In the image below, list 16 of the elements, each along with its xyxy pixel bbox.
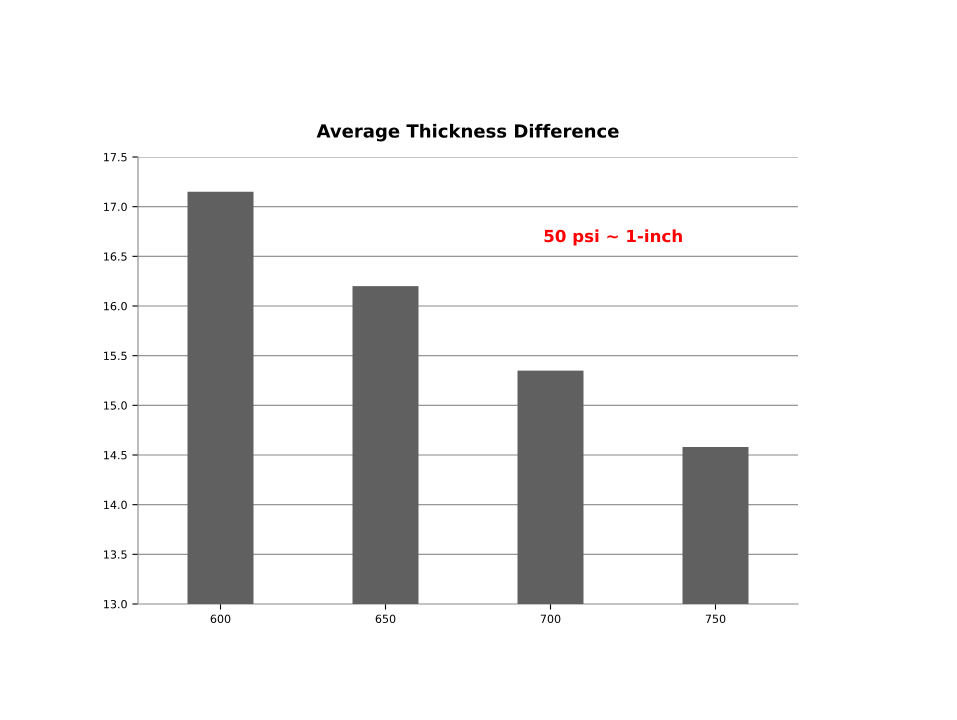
y-tick-label: 15.0 [104, 401, 127, 410]
y-tick-label: 16.5 [104, 252, 127, 261]
y-tick-label: 16.0 [104, 302, 127, 310]
x-tick-label: 650 [376, 614, 396, 624]
x-tick-label: 750 [706, 614, 726, 624]
y-tick-label: 15.5 [104, 352, 127, 360]
chart-title: Average Thickness Difference [316, 124, 619, 142]
y-tick-label: 14.5 [104, 451, 127, 460]
x-tick-label: 700 [540, 614, 560, 624]
y-tick-label: 17.0 [104, 202, 127, 212]
y-tick-label: 14.0 [104, 500, 127, 510]
x-tick-label: 600 [210, 614, 230, 624]
y-tick-label: 17.5 [104, 153, 127, 162]
y-tick-label: 13.5 [104, 550, 127, 559]
annotation: 50 psi ~ 1-inch [544, 229, 682, 246]
y-tick-label: 13.0 [104, 600, 127, 608]
